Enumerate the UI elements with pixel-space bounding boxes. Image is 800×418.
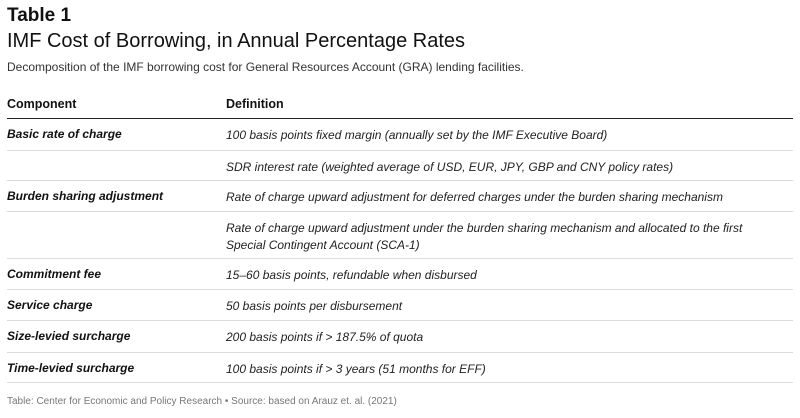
table-row: Size-levied surcharge 200 basis points i… xyxy=(7,321,793,353)
definition-cell: 100 basis points fixed margin (annually … xyxy=(226,128,608,142)
source-footnote: Table: Center for Economic and Policy Re… xyxy=(7,396,397,407)
definition-cell: Rate of charge upward adjustment under t… xyxy=(226,221,743,252)
definition-cell: 50 basis points per disbursement xyxy=(226,299,403,313)
table-row: Commitment fee 15–60 basis points, refun… xyxy=(7,259,793,290)
table-row: Rate of charge upward adjustment under t… xyxy=(7,212,793,259)
table-title: IMF Cost of Borrowing, in Annual Percent… xyxy=(7,30,466,52)
definition-cell: 15–60 basis points, refundable when disb… xyxy=(226,268,477,282)
definition-cell: Rate of charge upward adjustment for def… xyxy=(226,190,723,204)
table-row: Time-levied surcharge 100 basis points i… xyxy=(7,353,793,384)
component-cell: Burden sharing adjustment xyxy=(7,189,164,203)
definition-cell: 100 basis points if > 3 years (51 months… xyxy=(226,362,486,376)
table-row: SDR interest rate (weighted average of U… xyxy=(7,151,793,181)
table-number-label: Table 1 xyxy=(7,5,72,26)
data-table: Component Definition Basic rate of charg… xyxy=(7,91,793,384)
bottom-divider xyxy=(7,382,793,383)
component-cell: Time-levied surcharge xyxy=(7,361,135,375)
table-row: Burden sharing adjustment Rate of charge… xyxy=(7,181,793,212)
component-cell: Service charge xyxy=(7,298,93,312)
component-cell: Size-levied surcharge xyxy=(7,329,131,343)
component-cell: Commitment fee xyxy=(7,267,102,281)
definition-cell: 200 basis points if > 187.5% of quota xyxy=(226,330,424,344)
component-cell: Basic rate of charge xyxy=(7,127,122,141)
column-header-definition: Definition xyxy=(226,97,284,111)
column-header-component: Component xyxy=(7,97,77,111)
table-header-row: Component Definition xyxy=(7,91,793,119)
component-cell xyxy=(7,212,226,258)
definition-cell: SDR interest rate (weighted average of U… xyxy=(226,160,674,174)
table-subtitle: Decomposition of the IMF borrowing cost … xyxy=(7,60,524,74)
table-row: Basic rate of charge 100 basis points fi… xyxy=(7,119,793,151)
component-cell xyxy=(7,151,226,180)
table-row: Service charge 50 basis points per disbu… xyxy=(7,290,793,321)
